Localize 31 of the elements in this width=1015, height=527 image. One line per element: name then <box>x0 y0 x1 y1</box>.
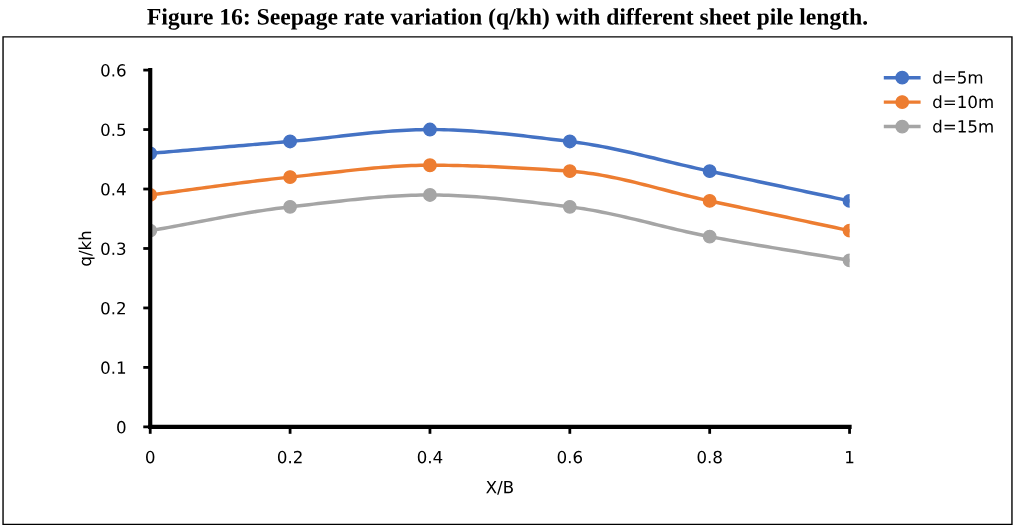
x-tick-label: 0.8 <box>697 450 722 464</box>
y-tick-label: 0.2 <box>101 301 125 315</box>
point <box>562 134 577 149</box>
point <box>283 170 298 185</box>
point <box>702 193 717 208</box>
point <box>702 164 717 179</box>
legend-label: d=5m <box>933 70 983 84</box>
y-tick-label: 0.5 <box>101 123 126 137</box>
point <box>562 199 577 214</box>
x-tick-label: 0 <box>146 450 155 464</box>
y-tick-label: 0.3 <box>101 242 126 256</box>
y-axis-title: q/kh <box>78 231 95 266</box>
legend-label: d=15m <box>933 119 993 133</box>
point <box>283 199 298 214</box>
y-tick-label: 0.4 <box>101 182 126 196</box>
y-tick-label: 0.6 <box>101 64 126 77</box>
point <box>423 188 437 202</box>
y-tick-label: 0 <box>117 420 126 434</box>
x-axis-title: X/B <box>486 481 513 495</box>
point <box>702 229 717 244</box>
point <box>423 122 437 137</box>
chart-title: Figure 16: Seepage rate variation (q/kh) with different sheet pile length. <box>147 7 868 30</box>
x-tick-label: 0.4 <box>417 450 443 464</box>
x-tick-label: 0.2 <box>277 450 302 464</box>
legend-label: d=10m <box>933 95 993 109</box>
point <box>423 158 437 173</box>
x-tick-label: 1 <box>846 450 854 464</box>
point <box>562 164 577 179</box>
x-tick-label: 0.6 <box>557 450 583 464</box>
y-tick-label: 0.1 <box>101 361 126 374</box>
point <box>283 134 298 149</box>
